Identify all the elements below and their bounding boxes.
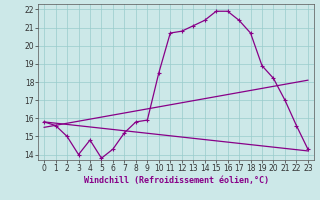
X-axis label: Windchill (Refroidissement éolien,°C): Windchill (Refroidissement éolien,°C) — [84, 176, 268, 185]
